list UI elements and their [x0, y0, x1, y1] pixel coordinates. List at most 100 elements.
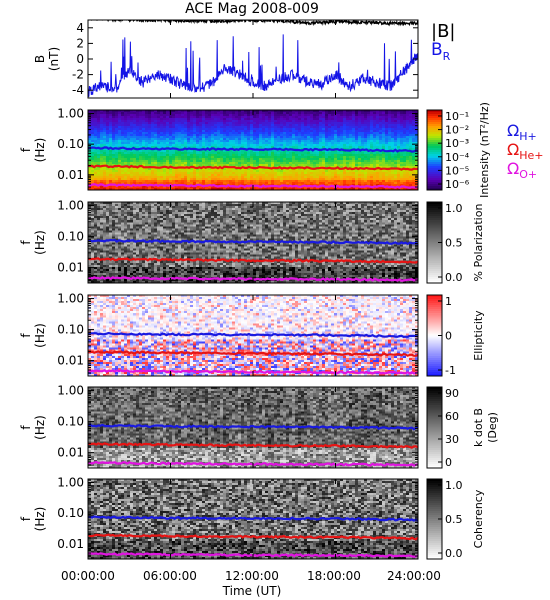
- spectrogram-cell: [124, 180, 128, 183]
- spectrogram-cell: [217, 158, 221, 161]
- spectrogram-cell: [100, 160, 104, 163]
- spectrogram-cell: [187, 188, 191, 191]
- spectrogram-cell: [133, 158, 137, 161]
- spectrogram-cell: [136, 172, 140, 175]
- spectrogram-cell: [94, 186, 98, 189]
- spectrogram-cell: [151, 146, 155, 149]
- spectrogram-cell: [190, 188, 194, 191]
- spectrogram-cell: [163, 122, 167, 125]
- spectrogram-cell: [157, 156, 161, 159]
- spectrogram-cell: [175, 178, 179, 181]
- spectrogram-cell: [106, 170, 110, 173]
- spectrogram-cell: [148, 164, 152, 167]
- spectrogram-cell: [217, 142, 221, 145]
- spectrogram-cell: [199, 122, 203, 125]
- spectrogram-cell: [115, 110, 119, 113]
- spectrogram-cell: [178, 158, 182, 161]
- spectrogram-cell: [211, 138, 215, 141]
- spectrogram-cell: [115, 124, 119, 127]
- spectrogram-cell: [100, 174, 104, 177]
- spectrogram-cell: [100, 150, 104, 153]
- spectrogram-cell: [100, 130, 104, 133]
- spectrogram-cell: [154, 134, 158, 137]
- spectrogram-cell: [112, 146, 116, 149]
- spectrogram-cell: [214, 124, 218, 127]
- spectrogram-cell: [145, 140, 149, 143]
- spectrogram-cell: [106, 144, 110, 147]
- spectrogram-cell: [133, 112, 137, 115]
- spectrogram-cell: [118, 174, 122, 177]
- spectrogram-cell: [172, 150, 176, 153]
- spectrogram-cell: [202, 188, 206, 191]
- spectrogram-cell: [217, 164, 221, 167]
- spectrogram-cell: [166, 116, 170, 119]
- spectrogram-cell: [109, 176, 113, 179]
- spectrogram-panel-pol: 1.000.100.01f (Hz)1.00.50.0% Polarization: [19, 199, 485, 284]
- spectrogram-cell: [199, 110, 203, 113]
- spectrogram-cell: [169, 146, 173, 149]
- spectrogram-cell: [193, 122, 197, 125]
- spectrogram-cell: [145, 170, 149, 173]
- spectrogram-cell: [130, 180, 134, 183]
- spectrogram-cell: [163, 162, 167, 165]
- spectrogram-cell: [103, 138, 107, 141]
- spectrogram-cell: [202, 132, 206, 135]
- y-tick-label: 4: [76, 21, 84, 35]
- spectrogram-cell: [220, 122, 224, 125]
- spectrogram-cell: [187, 134, 191, 137]
- spectrogram-cell: [163, 146, 167, 149]
- spectrogram-cell: [205, 116, 209, 119]
- spectrogram-cell: [157, 172, 161, 175]
- spectrogram-cell: [208, 150, 212, 153]
- spectrogram-cell: [124, 112, 128, 115]
- spectrogram-cell: [187, 158, 191, 161]
- spectrogram-cell: [157, 176, 161, 179]
- spectrogram-cell: [154, 144, 158, 147]
- spectrogram-cell: [199, 138, 203, 141]
- spectrogram-cell: [208, 126, 212, 129]
- spectrogram-cell: [106, 126, 110, 129]
- spectrogram-cell: [103, 176, 107, 179]
- spectrogram-cell: [205, 146, 209, 149]
- spectrogram-cell: [208, 136, 212, 139]
- spectrogram-cell: [178, 176, 182, 179]
- spectrogram-cell: [196, 162, 200, 165]
- spectrogram-cell: [196, 132, 200, 135]
- spectrogram-cell: [118, 186, 122, 189]
- spectrogram-cell: [112, 162, 116, 165]
- spectrogram-cell: [184, 178, 188, 181]
- spectrogram-cell: [196, 164, 200, 167]
- spectrogram-cell: [163, 172, 167, 175]
- spectrogram-cell: [148, 170, 152, 173]
- spectrogram-cell: [199, 140, 203, 143]
- spectrogram-cell: [151, 134, 155, 137]
- spectrogram-cell: [154, 152, 158, 155]
- spectrogram-cell: [106, 174, 110, 177]
- spectrogram-cell: [184, 160, 188, 163]
- spectrogram-cell: [214, 186, 218, 189]
- spectrogram-cell: [169, 178, 173, 181]
- spectrogram-cell: [115, 158, 119, 161]
- spectrogram-cell: [169, 140, 173, 143]
- spectrogram-cell: [130, 110, 134, 113]
- spectrogram-cell: [214, 120, 218, 123]
- spectrogram-cell: [103, 130, 107, 133]
- spectrogram-cell: [208, 176, 212, 179]
- spectrogram-cell: [121, 172, 125, 175]
- spectrogram-cell: [217, 156, 221, 159]
- spectrogram-cell: [211, 130, 215, 133]
- spectrogram-cell: [142, 132, 146, 135]
- spectrogram-cell: [118, 178, 122, 181]
- spectrogram-cell: [205, 112, 209, 115]
- spectrogram-cell: [184, 156, 188, 159]
- spectrogram-cell: [130, 156, 134, 159]
- spectrogram-cell: [199, 150, 203, 153]
- spectrogram-cell: [124, 122, 128, 125]
- spectrogram-cell: [94, 144, 98, 147]
- spectrogram-cell: [166, 156, 170, 159]
- spectrogram-cell: [172, 128, 176, 131]
- spectrogram-cell: [208, 112, 212, 115]
- spectrogram-cell: [184, 118, 188, 121]
- spectrogram-cell: [166, 112, 170, 115]
- spectrogram-cell: [187, 152, 191, 155]
